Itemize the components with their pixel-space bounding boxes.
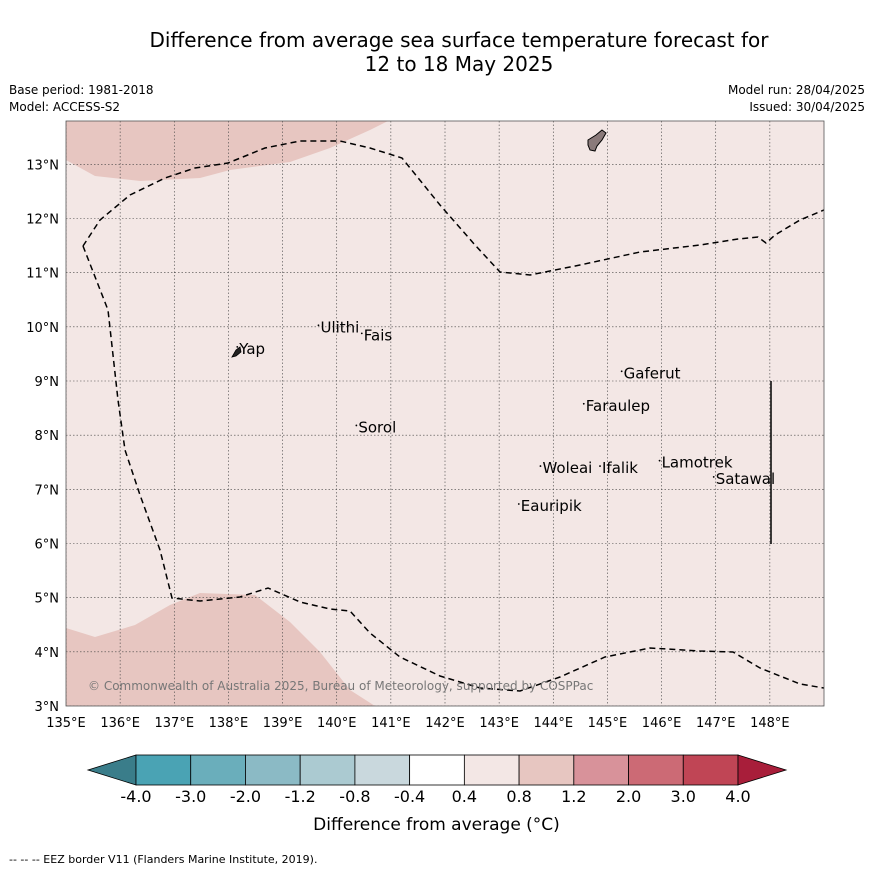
model-run: Model run: 28/04/2025 <box>727 83 865 97</box>
lat-tick-label: 10°N <box>26 321 59 336</box>
lon-tick-label: 147°E <box>696 716 736 731</box>
place-label: Ifalik <box>602 459 638 477</box>
island-marker <box>620 370 623 373</box>
place-label: Yap <box>238 340 265 358</box>
colorbar-tick-label: -3.0 <box>175 787 206 806</box>
lat-tick-label: 6°N <box>35 538 60 553</box>
island-marker <box>317 324 320 327</box>
warm-anomaly-north <box>66 121 388 181</box>
map-title: Difference from average sea surface temp… <box>0 28 873 76</box>
island-marker <box>539 465 542 467</box>
colorbar-tick-label: 1.2 <box>561 787 586 806</box>
island-marker <box>355 424 358 427</box>
plot-frame <box>65 120 825 707</box>
colorbar-tick-label: 3.0 <box>671 787 696 806</box>
place-label: Sorol <box>358 418 396 436</box>
lat-tick-label: 8°N <box>35 429 60 444</box>
title-line-1: Difference from average sea surface temp… <box>149 28 769 52</box>
place-label: Fais <box>364 326 393 344</box>
lon-tick-label: 141°E <box>371 716 411 731</box>
lon-tick-label: 143°E <box>479 716 519 731</box>
lon-tick-label: 135°E <box>46 716 86 731</box>
colorbar-tick-label: -0.4 <box>394 787 425 806</box>
island-marker <box>582 402 585 405</box>
colorbar-high-extension <box>737 754 788 786</box>
colorbar-title: Difference from average (°C) <box>313 815 560 835</box>
colorbar-segment <box>135 754 192 786</box>
lat-tick-label: 5°N <box>35 592 60 607</box>
lat-tick-label: 3°N <box>35 700 60 715</box>
meta-right: Model run: 28/04/2025 Issued: 30/04/2025 <box>728 82 865 116</box>
colorbar-tick-label: -4.0 <box>120 787 151 806</box>
place-label: Faraulep <box>586 397 650 415</box>
colorbar-segment <box>245 754 301 786</box>
meta-left: Base period: 1981-2018 Model: ACCESS-S2 <box>9 82 154 116</box>
place-label: Gaferut <box>624 364 681 382</box>
yap-island <box>231 346 242 358</box>
base-period: Base period: 1981-2018 <box>9 83 154 97</box>
lat-tick-label: 13°N <box>26 158 59 173</box>
place-label: Woleai <box>542 459 592 477</box>
colorbar-segment <box>354 754 411 786</box>
eez-border-north <box>82 140 824 276</box>
colorbar-segment <box>190 754 246 786</box>
island-marker <box>658 459 661 462</box>
copyright-text: © Commonwealth of Australia 2025, Bureau… <box>88 679 593 693</box>
colorbar-tick-label: 0.4 <box>452 787 477 806</box>
colorbar-segment <box>682 754 739 786</box>
colorbar-segment <box>518 754 575 786</box>
model-name: Model: ACCESS-S2 <box>9 100 121 114</box>
island-marker <box>517 503 520 505</box>
island-marker <box>236 346 239 348</box>
lon-tick-label: 142°E <box>425 716 465 731</box>
lon-tick-label: 139°E <box>263 716 303 731</box>
map-plot-area: Yap Ulithi Fais Gaferut Faraulep Sorol Woleai I… <box>66 121 824 706</box>
lon-tick-label: 146°E <box>642 716 682 731</box>
latitude-ticks: 3°N 4°N 5°N 6°N 7°N 8°N 9°N 10°N 11°N 12°N 13°N <box>26 158 59 715</box>
colorbar-segment <box>573 754 629 786</box>
guam-island <box>587 129 607 152</box>
eez-footnote: -- -- -- EEZ border V11 (Flanders Marine… <box>9 853 318 866</box>
colorbar-segment <box>463 754 520 786</box>
lon-tick-label: 145°E <box>588 716 628 731</box>
place-labels: Yap Ulithi Fais Gaferut Faraulep Sorol Woleai I… <box>236 318 775 515</box>
colorbar-segment <box>628 754 684 786</box>
colorbar-tick-label: 0.8 <box>506 787 531 806</box>
title-line-2: 12 to 18 May 2025 <box>364 52 554 76</box>
lon-tick-label: 148°E <box>750 716 790 731</box>
lat-tick-label: 12°N <box>26 213 59 228</box>
island-marker <box>599 465 601 467</box>
colorbar-low-extension <box>86 754 137 786</box>
issued-date: Issued: 30/04/2025 <box>749 100 865 114</box>
eez-border-west <box>82 245 824 692</box>
colorbar-tick-label: 4.0 <box>725 787 750 806</box>
lon-tick-label: 144°E <box>534 716 574 731</box>
longitude-ticks: 135°E 136°E 137°E 138°E 139°E 140°E 141°E 142°E… <box>46 716 789 731</box>
colorbar: -4.0 -3.0 -2.0 -1.2 -0.8 -0.4 0.4 0.8 1.2 2.0 3.0 4… <box>86 754 788 806</box>
graticule <box>66 121 824 706</box>
colorbar-tick-label: 2.0 <box>616 787 641 806</box>
island-marker <box>360 332 363 335</box>
warm-anomaly-south <box>66 593 375 706</box>
colorbar-tick-label: -1.2 <box>285 787 316 806</box>
colorbar-tick-label: -2.0 <box>230 787 261 806</box>
lat-tick-label: 7°N <box>35 483 60 498</box>
colorbar-segment <box>299 754 356 786</box>
lon-tick-label: 137°E <box>155 716 195 731</box>
lat-tick-label: 9°N <box>35 375 60 390</box>
colorbar-tick-label: -0.8 <box>339 787 370 806</box>
place-label: Eauripik <box>521 497 582 515</box>
place-label: Ulithi <box>320 318 359 336</box>
place-label: Satawal <box>716 470 775 488</box>
island-marker <box>712 476 715 478</box>
lon-tick-label: 136°E <box>100 716 140 731</box>
lat-tick-label: 11°N <box>26 267 59 282</box>
colorbar-segment <box>409 754 465 786</box>
lon-tick-label: 140°E <box>317 716 357 731</box>
lon-tick-label: 138°E <box>209 716 249 731</box>
place-label: Lamotrek <box>662 454 733 472</box>
lat-tick-label: 4°N <box>35 646 60 661</box>
